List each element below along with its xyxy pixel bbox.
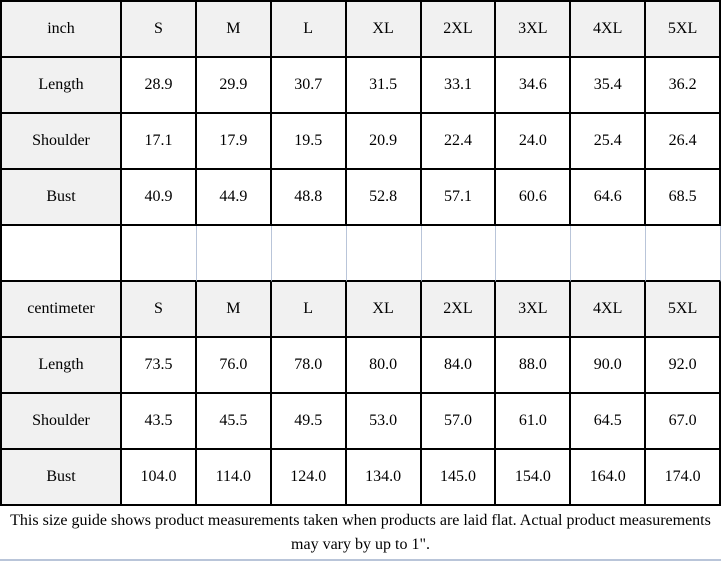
measurement-value-cell: 17.9 <box>196 114 272 170</box>
measurement-value-cell: 33.1 <box>421 58 497 114</box>
size-header-cell: 5XL <box>646 282 721 338</box>
measurement-value-cell: 19.5 <box>271 114 347 170</box>
spacer-cell <box>196 226 272 282</box>
measurement-value-cell: 154.0 <box>496 450 572 506</box>
spacer-row <box>2 226 721 282</box>
size-header-cell: 2XL <box>421 2 497 58</box>
size-header-cell: S <box>122 2 197 58</box>
measurement-value-cell: 44.9 <box>196 170 272 226</box>
measurement-value-cell: 88.0 <box>496 338 572 394</box>
measurement-value-cell: 60.6 <box>496 170 572 226</box>
measurement-value-cell: 29.9 <box>196 58 272 114</box>
spacer-cell <box>346 226 422 282</box>
spacer-cell <box>571 226 647 282</box>
measurement-value-cell: 28.9 <box>122 58 197 114</box>
measurement-value-cell: 48.8 <box>271 170 347 226</box>
measurement-value-cell: 49.5 <box>271 394 347 450</box>
measurement-value-cell: 26.4 <box>646 114 721 170</box>
measurement-value-cell: 80.0 <box>346 338 422 394</box>
measurement-label-cell: Length <box>2 338 122 394</box>
measurement-value-cell: 25.4 <box>571 114 647 170</box>
measurement-value-cell: 35.4 <box>571 58 647 114</box>
size-header-cell: L <box>271 282 347 338</box>
measurement-value-cell: 104.0 <box>122 450 197 506</box>
unit-label-cell: centimeter <box>2 282 122 338</box>
measurement-row-shoulder-cm: Shoulder 43.5 45.5 49.5 53.0 57.0 61.0 6… <box>2 394 721 450</box>
measurement-value-cell: 17.1 <box>122 114 197 170</box>
measurement-value-cell: 52.8 <box>346 170 422 226</box>
measurement-value-cell: 34.6 <box>496 58 572 114</box>
measurement-value-cell: 78.0 <box>271 338 347 394</box>
measurement-value-cell: 84.0 <box>421 338 497 394</box>
measurement-row-length-inch: Length 28.9 29.9 30.7 31.5 33.1 34.6 35.… <box>2 58 721 114</box>
spacer-cell <box>646 226 721 282</box>
measurement-label-cell: Shoulder <box>2 114 122 170</box>
measurement-label-cell: Length <box>2 58 122 114</box>
size-header-cell: XL <box>346 282 422 338</box>
measurement-value-cell: 40.9 <box>122 170 197 226</box>
measurement-value-cell: 174.0 <box>646 450 721 506</box>
measurement-value-cell: 90.0 <box>571 338 647 394</box>
size-guide-table: inch S M L XL 2XL 3XL 4XL 5XL Length 28.… <box>0 0 721 506</box>
spacer-cell <box>421 226 497 282</box>
measurement-value-cell: 24.0 <box>496 114 572 170</box>
measurement-value-cell: 92.0 <box>646 338 721 394</box>
size-header-cell: 5XL <box>646 2 721 58</box>
size-header-cell: 3XL <box>496 2 572 58</box>
measurement-value-cell: 124.0 <box>271 450 347 506</box>
spacer-cell <box>271 226 347 282</box>
measurement-value-cell: 20.9 <box>346 114 422 170</box>
size-header-cell: M <box>196 2 272 58</box>
measurement-value-cell: 134.0 <box>346 450 422 506</box>
measurement-row-shoulder-inch: Shoulder 17.1 17.9 19.5 20.9 22.4 24.0 2… <box>2 114 721 170</box>
measurement-value-cell: 164.0 <box>571 450 647 506</box>
size-header-cell: 3XL <box>496 282 572 338</box>
measurement-value-cell: 64.5 <box>571 394 647 450</box>
size-header-cell: XL <box>346 2 422 58</box>
size-guide-disclaimer: This size guide shows product measuremen… <box>0 506 721 561</box>
size-guide-disclaimer-text: This size guide shows product measuremen… <box>10 512 711 553</box>
measurement-value-cell: 30.7 <box>271 58 347 114</box>
size-header-cell: 2XL <box>421 282 497 338</box>
spacer-cell <box>2 226 122 282</box>
measurement-value-cell: 61.0 <box>496 394 572 450</box>
measurement-row-length-cm: Length 73.5 76.0 78.0 80.0 84.0 88.0 90.… <box>2 338 721 394</box>
measurement-row-bust-inch: Bust 40.9 44.9 48.8 52.8 57.1 60.6 64.6 … <box>2 170 721 226</box>
measurement-value-cell: 57.0 <box>421 394 497 450</box>
size-header-cell: S <box>122 282 197 338</box>
measurement-value-cell: 22.4 <box>421 114 497 170</box>
size-header-cell: M <box>196 282 272 338</box>
spacer-cell <box>496 226 572 282</box>
measurement-value-cell: 67.0 <box>646 394 721 450</box>
measurement-label-cell: Bust <box>2 170 122 226</box>
unit-label-cell: inch <box>2 2 122 58</box>
measurement-label-cell: Bust <box>2 450 122 506</box>
measurement-row-bust-cm: Bust 104.0 114.0 124.0 134.0 145.0 154.0… <box>2 450 721 506</box>
measurement-value-cell: 68.5 <box>646 170 721 226</box>
measurement-label-cell: Shoulder <box>2 394 122 450</box>
measurement-value-cell: 57.1 <box>421 170 497 226</box>
size-header-cell: L <box>271 2 347 58</box>
spacer-cell <box>122 226 197 282</box>
measurement-value-cell: 53.0 <box>346 394 422 450</box>
size-header-cell: 4XL <box>571 282 647 338</box>
measurement-value-cell: 31.5 <box>346 58 422 114</box>
measurement-value-cell: 45.5 <box>196 394 272 450</box>
measurement-value-cell: 73.5 <box>122 338 197 394</box>
size-header-cell: 4XL <box>571 2 647 58</box>
measurement-value-cell: 36.2 <box>646 58 721 114</box>
measurement-value-cell: 145.0 <box>421 450 497 506</box>
header-row-inch: inch S M L XL 2XL 3XL 4XL 5XL <box>2 2 721 58</box>
measurement-value-cell: 114.0 <box>196 450 272 506</box>
measurement-value-cell: 76.0 <box>196 338 272 394</box>
measurement-value-cell: 43.5 <box>122 394 197 450</box>
header-row-centimeter: centimeter S M L XL 2XL 3XL 4XL 5XL <box>2 282 721 338</box>
measurement-value-cell: 64.6 <box>571 170 647 226</box>
